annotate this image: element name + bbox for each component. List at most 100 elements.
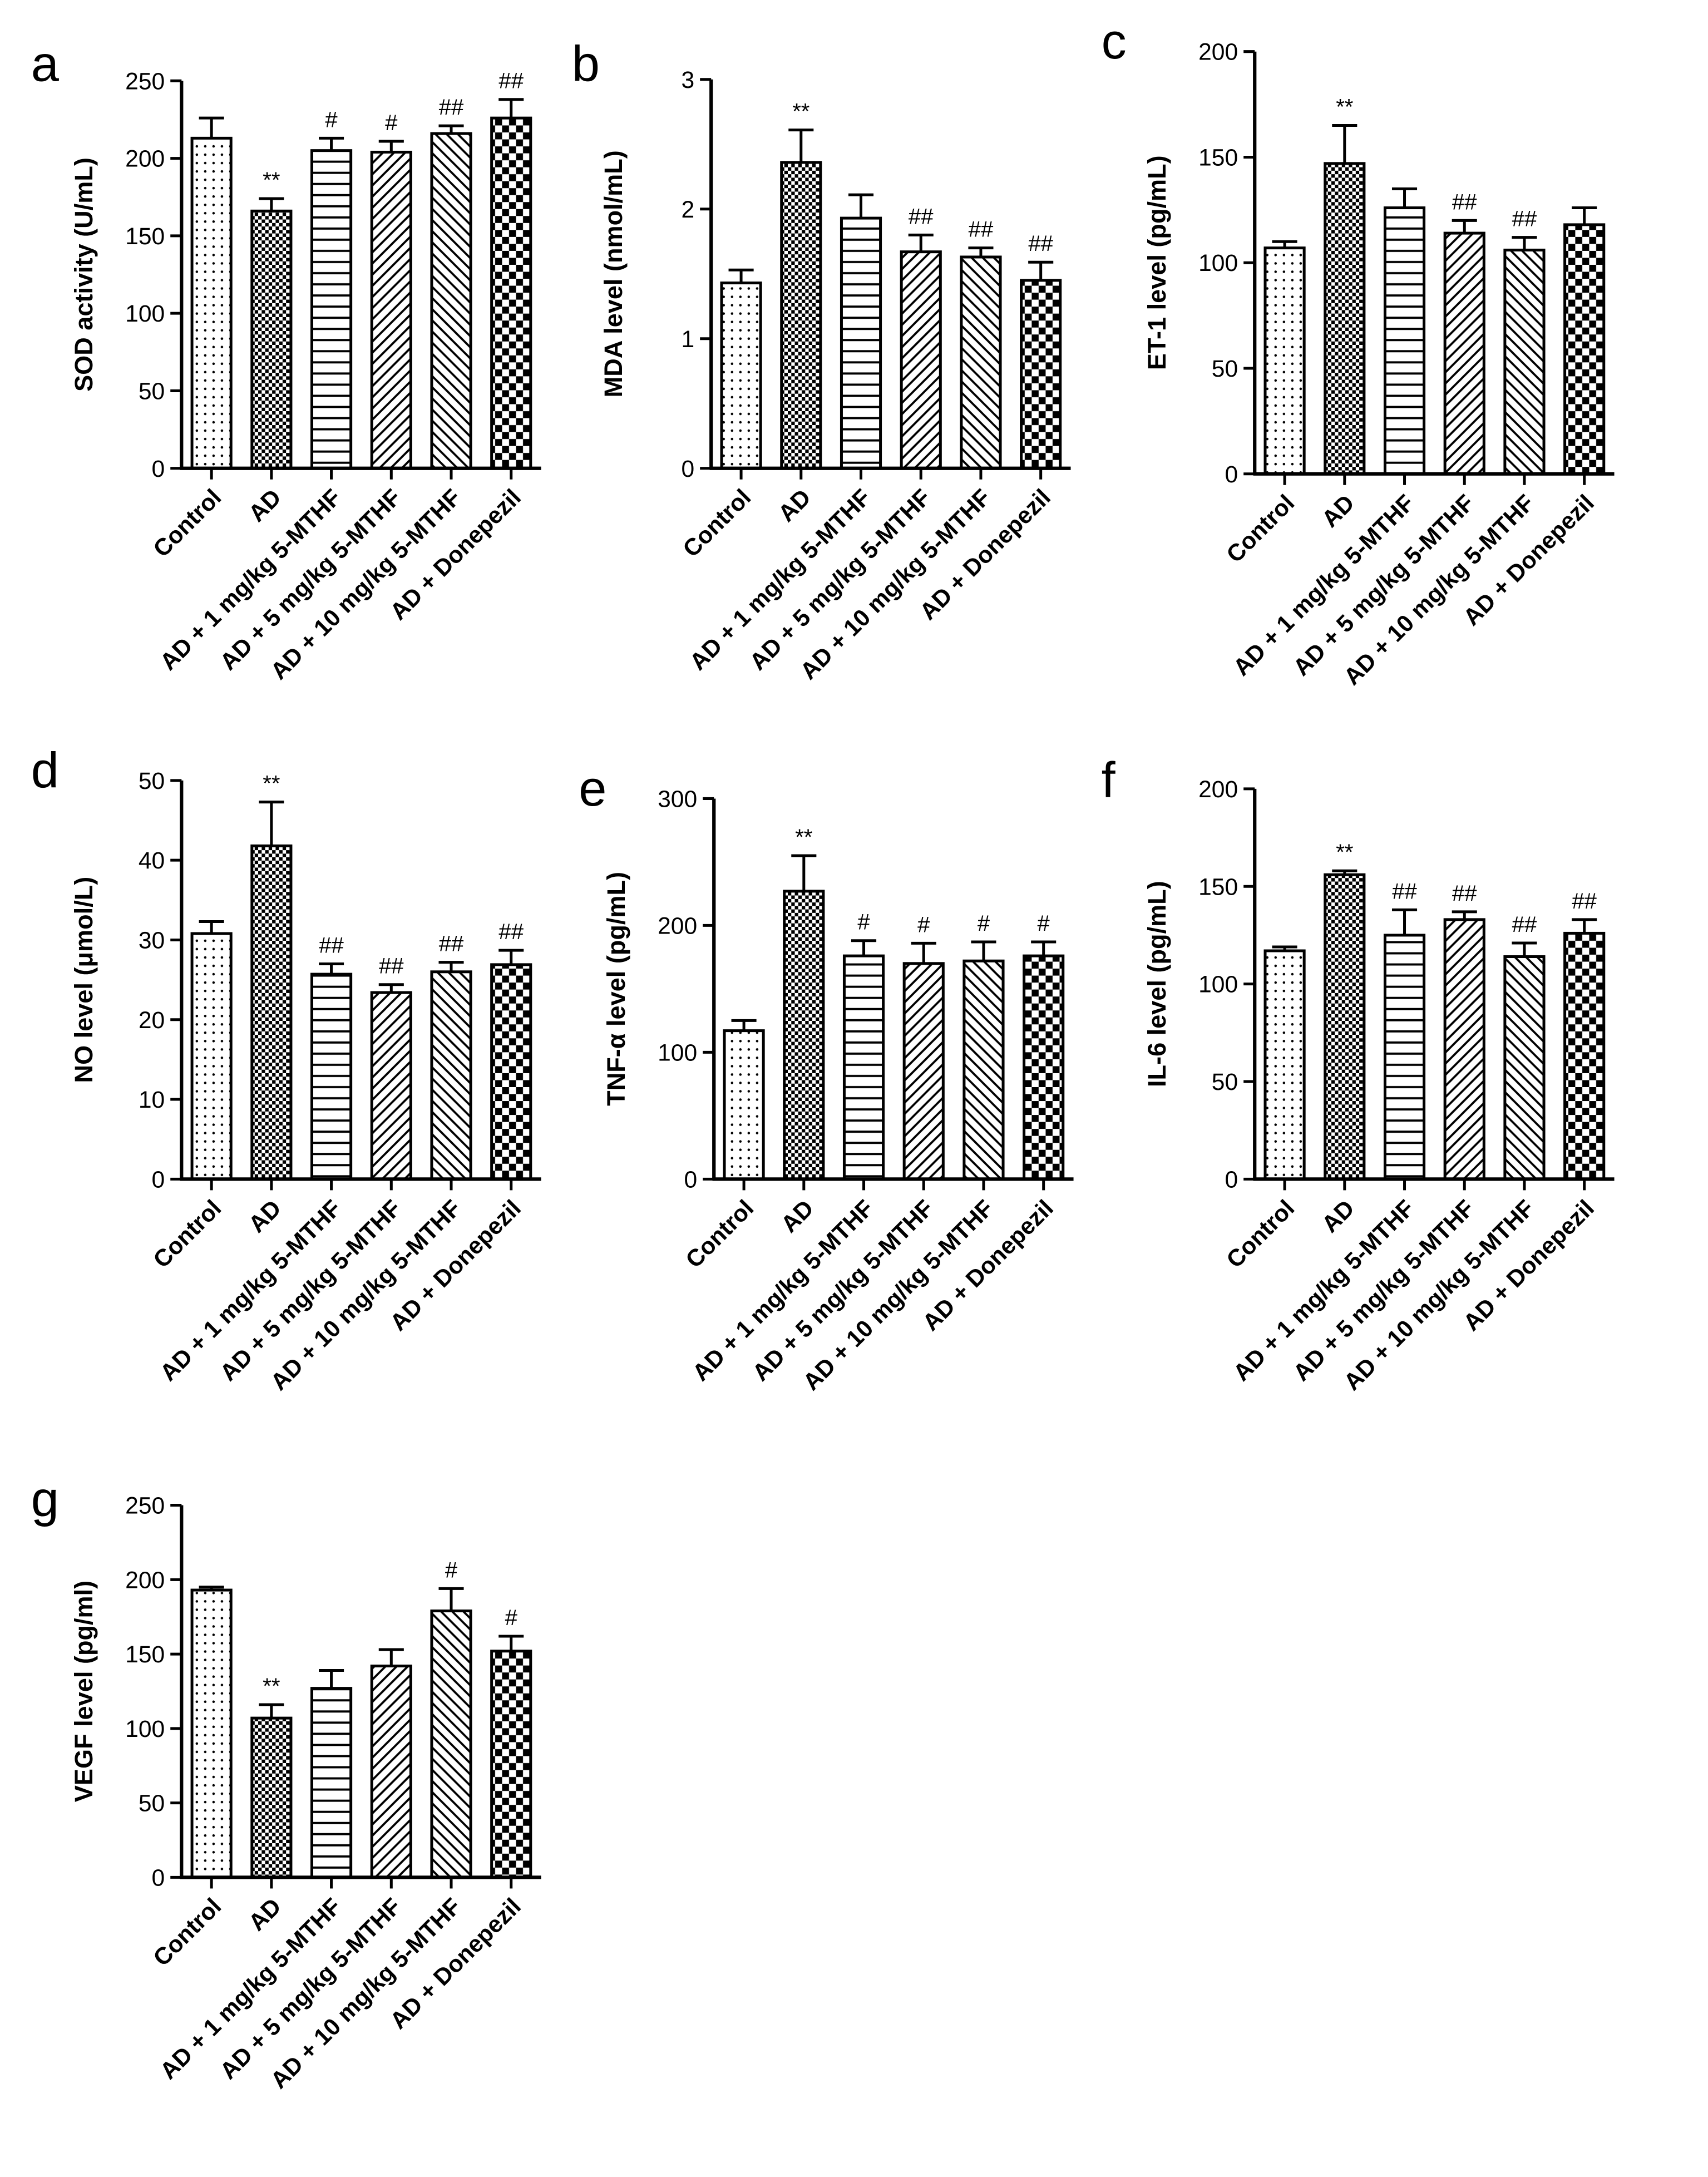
panel-label: c [1102, 13, 1127, 70]
y-tick-label: 100 [1198, 971, 1238, 998]
significance-label: ## [1028, 231, 1053, 256]
y-axis-label: VEGF level (pg/ml) [70, 1581, 98, 1802]
x-tick-label: Control [678, 484, 756, 562]
bar [370, 991, 412, 1181]
y-tick-label: 200 [1198, 39, 1238, 66]
bar [783, 890, 825, 1181]
panel-label: f [1102, 752, 1116, 808]
bar [1503, 248, 1546, 476]
bar [430, 970, 472, 1181]
y-tick-label: 200 [125, 1567, 165, 1593]
significance-label: # [917, 912, 930, 937]
significance-label: ** [263, 168, 280, 192]
y-tick-label: 50 [139, 378, 165, 404]
bar [1443, 918, 1485, 1181]
bar [723, 1029, 765, 1181]
x-tick-label: Control [1221, 490, 1300, 568]
bar [190, 1588, 233, 1879]
significance-label: ** [1336, 95, 1353, 119]
y-tick-label: 150 [1198, 144, 1238, 171]
panel: c ET-1 level (pg/mL) 0 50 100 150 200 Control **… [1102, 13, 1615, 690]
y-tick-label: 300 [658, 786, 697, 812]
y-tick-label: 0 [152, 456, 165, 482]
bar [1023, 954, 1065, 1181]
bar [1324, 873, 1366, 1181]
significance-label: # [385, 111, 398, 135]
y-axis-label: ET-1 level (pg/mL) [1143, 155, 1171, 370]
bar [190, 932, 233, 1181]
significance-label: # [445, 1558, 458, 1582]
y-tick-label: 1 [681, 326, 694, 353]
x-tick-label: AD [244, 1893, 287, 1936]
bar [190, 136, 233, 470]
panel-label: a [31, 36, 60, 92]
y-tick-label: 150 [125, 223, 165, 250]
significance-label: # [978, 911, 990, 936]
bar [310, 149, 353, 470]
y-tick-label: 50 [1212, 1069, 1238, 1095]
bar [250, 209, 293, 470]
bar [310, 973, 353, 1181]
bar [490, 1650, 532, 1879]
panel: a SOD activity (U/mL) 0 50 100 150 200 250 Contr… [31, 36, 541, 685]
y-tick-label: 200 [658, 912, 697, 939]
y-axis-label: NO level (μmol/L) [70, 877, 98, 1083]
y-tick-label: 2 [681, 196, 694, 223]
bar [430, 1609, 472, 1879]
bar [1563, 223, 1606, 476]
significance-label: ## [439, 932, 464, 956]
y-tick-label: 20 [139, 1007, 165, 1034]
significance-label: ## [1452, 881, 1477, 906]
bar [1383, 206, 1426, 476]
y-tick-label: 0 [1225, 1166, 1238, 1193]
bar [842, 954, 885, 1181]
bar [1324, 162, 1366, 476]
significance-label: ## [969, 218, 994, 242]
bar [780, 161, 822, 470]
y-axis-label: TNF-α level (pg/mL) [602, 872, 630, 1106]
significance-label: # [1038, 911, 1050, 936]
significance-label: ** [1336, 840, 1353, 865]
panel: e TNF-α level (pg/mL) 0 100 200 300 Control ** A… [579, 761, 1074, 1396]
y-axis-label: SOD activity (U/mL) [70, 157, 98, 392]
y-tick-label: 30 [139, 927, 165, 954]
significance-label: ## [498, 69, 524, 93]
x-tick-label: Control [148, 1893, 226, 1972]
bar [840, 216, 882, 470]
y-tick-label: 250 [125, 1493, 165, 1519]
bar [490, 116, 532, 470]
significance-label: ## [498, 920, 524, 944]
y-tick-label: 200 [125, 146, 165, 172]
significance-label: ## [319, 933, 344, 957]
bar [902, 962, 945, 1181]
y-tick-label: 100 [1198, 250, 1238, 277]
significance-label: ## [379, 954, 404, 979]
significance-label: ## [439, 95, 464, 120]
panel: d NO level (μmol/L) 0 10 20 30 40 50 Control ** AD… [31, 742, 541, 1396]
bar [370, 1664, 412, 1879]
x-tick-label: Control [1221, 1195, 1300, 1273]
panel-label: e [579, 761, 606, 817]
significance-label: ** [795, 825, 812, 850]
significance-label: # [325, 107, 338, 132]
significance-label: ## [1452, 190, 1477, 214]
x-tick-label: AD [244, 484, 287, 527]
significance-label: ## [909, 204, 934, 229]
bar [1503, 955, 1546, 1181]
significance-label: ** [792, 100, 809, 124]
significance-label: ## [1572, 889, 1597, 914]
significance-label: ## [1392, 879, 1417, 904]
significance-label: # [505, 1606, 518, 1630]
x-tick-label: Control [148, 484, 226, 562]
bar [962, 959, 1005, 1181]
y-tick-label: 100 [658, 1039, 697, 1066]
panel: f IL-6 level (pg/mL) 0 50 100 150 200 Control **… [1102, 752, 1615, 1396]
y-tick-label: 0 [684, 1166, 697, 1193]
bar [1443, 231, 1485, 476]
panel-label: g [31, 1472, 59, 1528]
y-axis-label: MDA level (nmol/mL) [599, 150, 628, 397]
bar [250, 844, 293, 1181]
y-tick-label: 150 [1198, 873, 1238, 900]
